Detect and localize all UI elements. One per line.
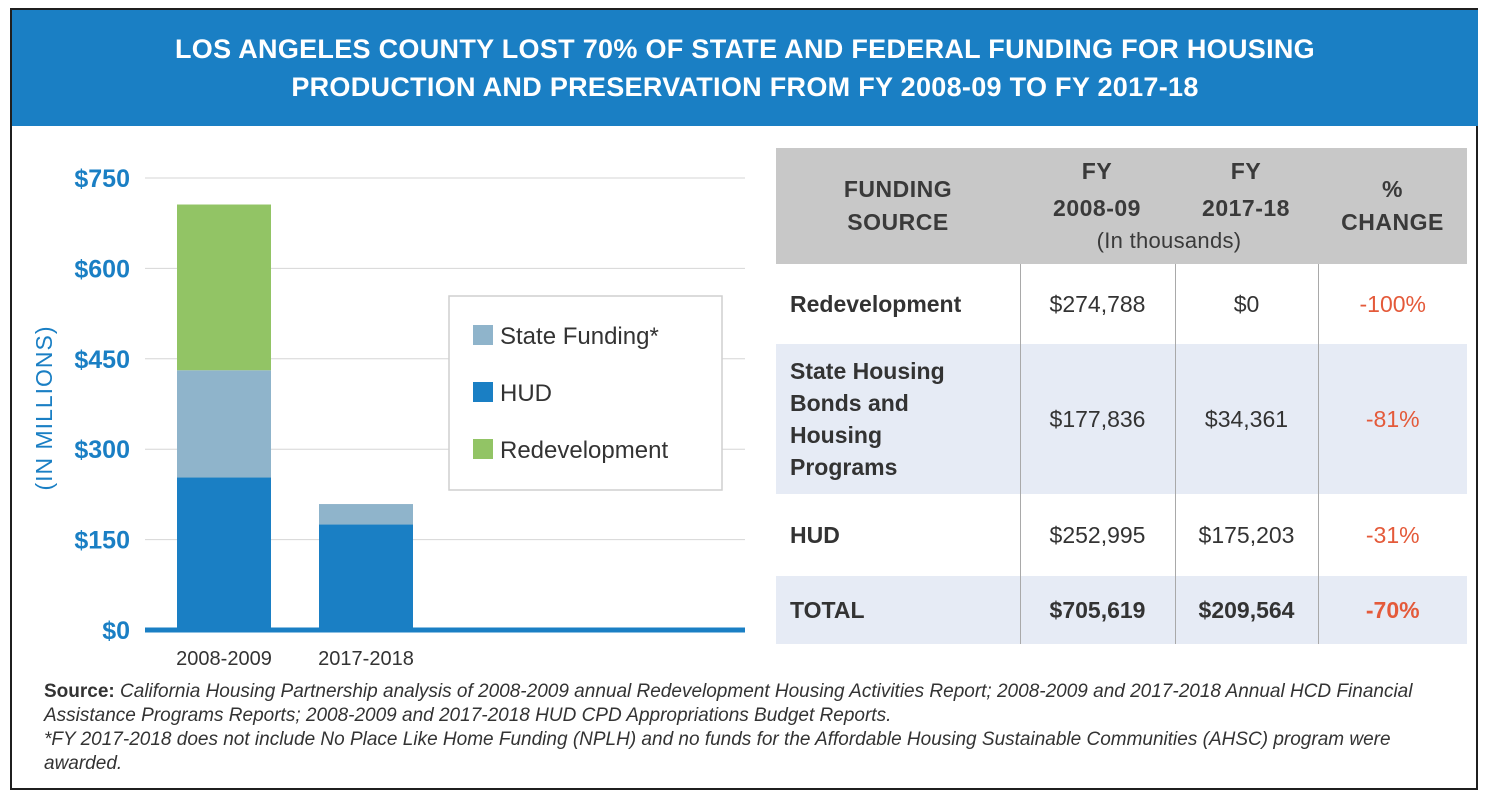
- header-funding-source: FUNDING SOURCE: [776, 148, 1020, 264]
- bar-segment-hud: [319, 524, 413, 630]
- y-tick-label: $600: [74, 255, 130, 283]
- row-fy2-value: $175,203: [1174, 494, 1318, 576]
- y-tick-label: $300: [74, 436, 130, 464]
- y-tick-label: $450: [74, 346, 130, 374]
- header-fy2: FY 2017-18: [1202, 158, 1290, 221]
- row-fy2-value: $34,361: [1174, 344, 1318, 494]
- table-row: Redevelopment $274,788 $0 -100%: [776, 264, 1467, 344]
- header-change: % CHANGE: [1318, 148, 1467, 264]
- row-fy1-value: $252,995: [1019, 494, 1175, 576]
- row-source: HUD: [776, 494, 1020, 576]
- row-fy1-value: $705,619: [1019, 576, 1175, 644]
- y-tick-label: $0: [102, 617, 130, 645]
- table-row: HUD $252,995 $175,203 -31%: [776, 494, 1467, 576]
- row-change: -100%: [1317, 264, 1467, 344]
- row-source: TOTAL: [776, 576, 1020, 644]
- legend-label: Redevelopment: [500, 437, 668, 464]
- figure-frame: [10, 8, 1478, 790]
- legend-box: [448, 295, 723, 491]
- row-fy2-value: $209,564: [1174, 576, 1318, 644]
- footnote: *FY 2017-2018 does not include No Place …: [44, 729, 1391, 774]
- title-line-2: PRODUCTION AND PRESERVATION FROM FY 2008…: [291, 72, 1199, 102]
- funding-table: FUNDING SOURCE FY 2008-09 FY 2017-18 (In…: [776, 148, 1467, 644]
- x-tick-label: 2008-2009: [176, 648, 272, 670]
- source-text: California Housing Partnership analysis …: [44, 681, 1413, 726]
- x-tick-label: 2017-2018: [318, 648, 414, 670]
- bar-segment-state-funding: [319, 504, 413, 525]
- row-fy1-value: $274,788: [1019, 264, 1175, 344]
- bar-segment-hud: [177, 477, 271, 630]
- legend-swatch: [473, 439, 493, 459]
- bar-segment-redevelopment: [177, 204, 271, 371]
- legend-label: State Funding*: [500, 323, 659, 350]
- legend-swatch: [473, 325, 493, 345]
- source-note: Source: California Housing Partnership a…: [44, 680, 1444, 776]
- y-tick-label: $750: [74, 165, 130, 193]
- row-change: -31%: [1317, 494, 1467, 576]
- row-change: -81%: [1317, 344, 1467, 494]
- table-row-total: TOTAL $705,619 $209,564 -70%: [776, 576, 1467, 644]
- row-fy1-value: $177,836: [1019, 344, 1175, 494]
- header-fy1: FY 2008-09: [1053, 158, 1141, 221]
- legend-swatch: [473, 382, 493, 402]
- header-unit: (In thousands): [1096, 228, 1242, 253]
- legend-label: HUD: [500, 380, 552, 407]
- title-banner: LOS ANGELES COUNTY LOST 70% OF STATE AND…: [12, 10, 1478, 126]
- y-tick-label: $150: [74, 527, 130, 555]
- header-fiscal-years: FY 2008-09 FY 2017-18 (In thousands): [1020, 148, 1318, 264]
- table-row: State Housing Bonds and Housing Programs…: [776, 344, 1467, 494]
- y-axis-title: (IN MILLIONS): [31, 325, 57, 490]
- title-line-1: LOS ANGELES COUNTY LOST 70% OF STATE AND…: [175, 34, 1315, 64]
- row-fy2-value: $0: [1174, 264, 1318, 344]
- bar-segment-state-funding: [177, 370, 271, 478]
- row-source: State Housing Bonds and Housing Programs: [776, 344, 1020, 494]
- source-label: Source:: [44, 681, 115, 702]
- row-source: Redevelopment: [776, 264, 1020, 344]
- row-change: -70%: [1317, 576, 1467, 644]
- bar-chart: $0 $150 $300 $450 $600 $750 (IN MILLIONS) 2008-…: [31, 165, 745, 670]
